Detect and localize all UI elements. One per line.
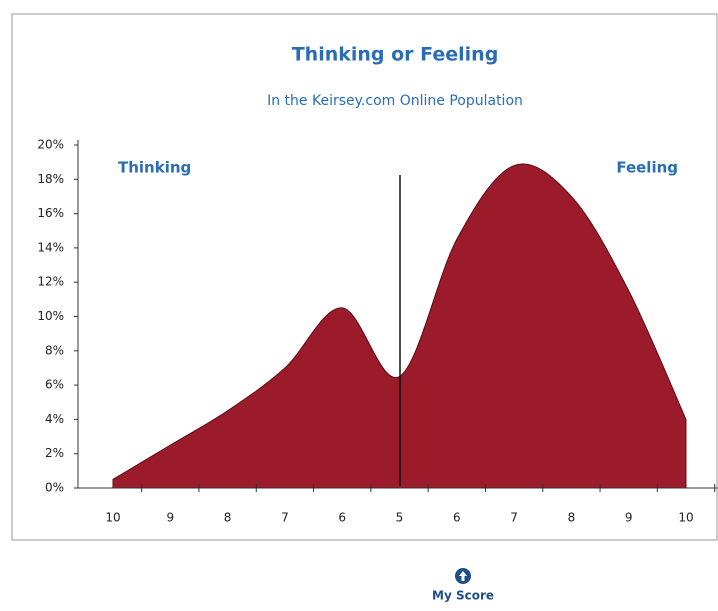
plot <box>112 163 687 489</box>
x-tick-label: 6 <box>338 511 346 525</box>
annotation: My Score <box>432 589 494 603</box>
x-tick-label: 10 <box>678 511 693 525</box>
annotation: Thinking <box>118 159 191 177</box>
x-tick-label: 7 <box>510 511 518 525</box>
y-tick-label: 0% <box>45 481 64 495</box>
y-tick-label: 10% <box>37 309 64 323</box>
y-tick-label: 6% <box>45 378 64 392</box>
my-score-icon[interactable]: My Score <box>432 568 494 603</box>
area <box>112 163 687 489</box>
x-tick-label: 8 <box>224 511 232 525</box>
y-tick-label: 18% <box>37 172 64 186</box>
x-tick-label: 9 <box>166 511 174 525</box>
y-tick-label: 12% <box>37 275 64 289</box>
score-arrow <box>459 571 467 581</box>
y-tick-label: 4% <box>45 412 64 426</box>
y-tick-label: 16% <box>37 206 64 220</box>
x-tick-label: 6 <box>453 511 461 525</box>
y-tick-label: 8% <box>45 343 64 357</box>
annotation: Feeling <box>616 159 678 177</box>
y-tick-label: 2% <box>45 446 64 460</box>
x-tick-label: 10 <box>105 511 120 525</box>
y-tick-label: 14% <box>37 240 64 254</box>
chart-subtitle: In the Keirsey.com Online Population <box>267 93 523 109</box>
x-tick-label: 7 <box>281 511 289 525</box>
x-tick-label: 9 <box>625 511 633 525</box>
x-tick-label: 5 <box>396 511 404 525</box>
chart-title: Thinking or Feeling <box>292 44 499 66</box>
x-tick-label: 8 <box>568 511 576 525</box>
y-tick-label: 20% <box>37 138 64 152</box>
